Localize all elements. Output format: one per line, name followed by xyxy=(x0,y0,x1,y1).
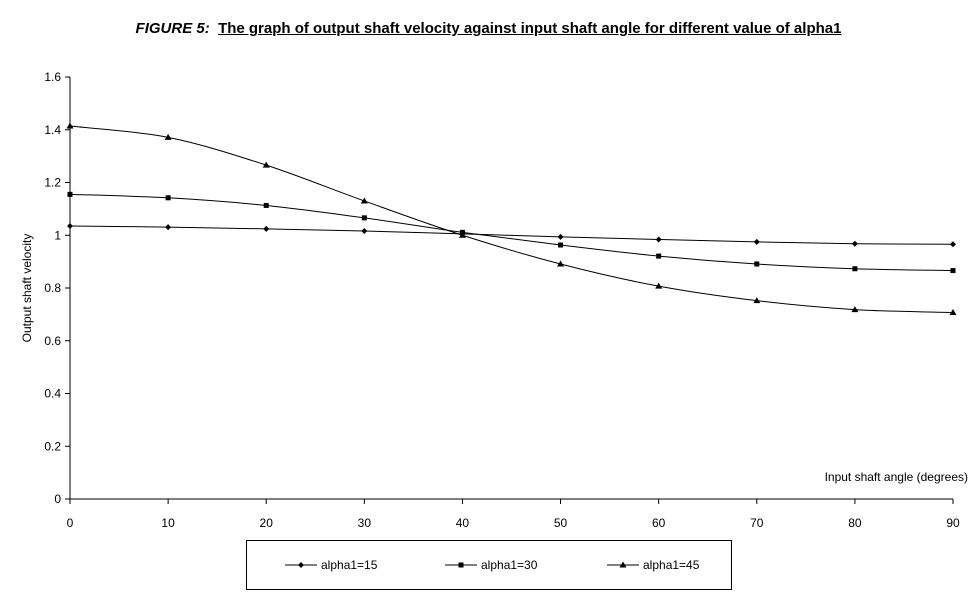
data-point xyxy=(655,236,662,243)
axes xyxy=(69,77,953,500)
x-tick-label: 50 xyxy=(554,516,568,530)
legend-marker-triangle xyxy=(607,561,639,568)
y-tick-label: 0 xyxy=(54,492,61,506)
legend-label: alpha1=45 xyxy=(643,558,700,572)
data-point xyxy=(949,309,957,316)
x-tick-label: 70 xyxy=(750,516,764,530)
data-point xyxy=(67,223,73,230)
series-line xyxy=(69,225,954,245)
x-tick-label: 90 xyxy=(946,516,960,530)
data-point xyxy=(557,260,565,267)
series-group xyxy=(66,122,957,316)
x-axis-ticks: 0 10 20 30 40 50 60 70 80 90 xyxy=(67,499,960,530)
legend-marker-square xyxy=(445,562,477,568)
y-tick-label: 1.6 xyxy=(44,70,61,84)
legend-item: alpha1=15 xyxy=(285,541,377,589)
series-line xyxy=(69,193,954,272)
series-line xyxy=(69,125,954,314)
data-point xyxy=(263,202,269,208)
data-point xyxy=(165,195,171,201)
data-point xyxy=(851,306,859,313)
data-point xyxy=(950,268,956,274)
data-point xyxy=(361,215,367,221)
chart-title-text: The graph of output shaft velocity again… xyxy=(218,20,842,37)
x-tick-label: 0 xyxy=(67,516,74,530)
data-point xyxy=(66,122,74,129)
figure-number: FIGURE 5: xyxy=(135,20,210,37)
x-tick-label: 60 xyxy=(652,516,666,530)
data-point xyxy=(164,133,172,140)
y-axis-ticks: 0 0.2 0.4 0.6 0.8 1 1.2 1.4 1.6 xyxy=(44,70,70,506)
series-2 xyxy=(67,191,956,274)
y-tick-label: 0.2 xyxy=(44,439,61,453)
data-point xyxy=(165,224,172,231)
data-point xyxy=(458,231,466,238)
legend-symbol xyxy=(619,561,627,568)
line-chart: 0 10 20 30 40 50 60 70 80 90 0 0.2 0.4 0.6 0.8 1 1.2 1.4… xyxy=(20,70,968,530)
y-tick-label: 0.4 xyxy=(44,387,61,401)
data-point xyxy=(361,228,368,235)
legend-label: alpha1=30 xyxy=(481,558,538,572)
data-point xyxy=(852,266,858,272)
data-point xyxy=(656,253,662,259)
legend: alpha1=15 alpha1=30 alpha1=45 xyxy=(246,540,732,590)
data-point xyxy=(655,282,663,289)
legend-label: alpha1=15 xyxy=(321,558,378,572)
data-point xyxy=(753,238,760,245)
chart-title: FIGURE 5: The graph of output shaft velo… xyxy=(0,20,977,37)
y-tick-label: 0.8 xyxy=(44,281,61,295)
data-point xyxy=(557,233,564,240)
data-point xyxy=(558,242,564,248)
y-tick-label: 1 xyxy=(54,228,61,242)
data-point xyxy=(753,297,761,304)
data-point xyxy=(950,241,956,248)
x-tick-label: 80 xyxy=(848,516,862,530)
series-3 xyxy=(66,122,957,316)
data-point xyxy=(263,225,270,232)
data-point xyxy=(262,161,270,168)
x-tick-label: 30 xyxy=(358,516,372,530)
data-point xyxy=(851,240,858,247)
y-tick-label: 1.4 xyxy=(44,123,61,137)
y-tick-label: 1.2 xyxy=(44,176,61,190)
y-tick-label: 0.6 xyxy=(44,334,61,348)
x-tick-label: 40 xyxy=(456,516,470,530)
data-point xyxy=(754,261,760,267)
x-tick-label: 10 xyxy=(161,516,175,530)
legend-marker-diamond xyxy=(285,562,317,568)
series-1 xyxy=(67,223,956,248)
y-axis-label: Output shaft velocity xyxy=(20,234,34,343)
legend-item: alpha1=30 xyxy=(445,541,537,589)
legend-symbol xyxy=(298,562,304,568)
data-point xyxy=(360,197,368,204)
x-axis-label: Input shaft angle (degrees) xyxy=(825,470,968,484)
legend-symbol xyxy=(458,562,464,568)
legend-item: alpha1=45 xyxy=(607,541,699,589)
x-tick-label: 20 xyxy=(260,516,274,530)
data-point xyxy=(67,191,73,197)
